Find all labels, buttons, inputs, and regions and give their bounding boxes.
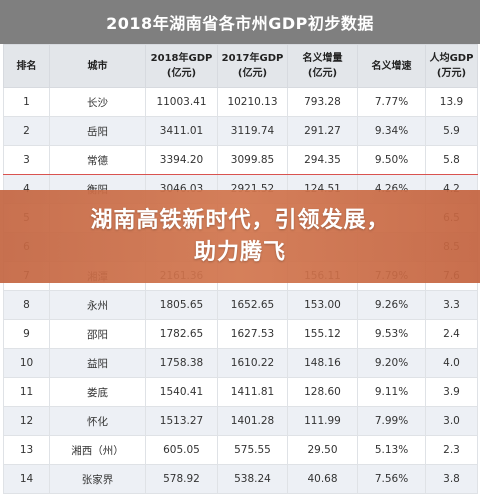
- cell-city: 益阳: [49, 348, 146, 378]
- table-row: 1 长沙 11003.41 10210.13 793.28 7.77% 13.9: [3, 87, 478, 117]
- cell-gdp-2017: 1411.81: [217, 377, 288, 407]
- cell-nominal-growth: 7.77%: [357, 87, 426, 117]
- cell-rank: 1: [3, 87, 50, 117]
- cell-city: 怀化: [49, 406, 146, 436]
- cell-nominal-increase: 291.27: [287, 116, 358, 146]
- cell-gdp-2017: 1627.53: [217, 319, 288, 349]
- cell-gdp-per-capita: 3.3: [425, 290, 478, 320]
- cell-gdp-per-capita: 3.9: [425, 377, 478, 407]
- cell-gdp-per-capita: 2.3: [425, 435, 478, 465]
- cell-gdp-per-capita: 3.0: [425, 406, 478, 436]
- cell-nominal-increase: 128.60: [287, 377, 358, 407]
- cell-gdp-2017: 10210.13: [217, 87, 288, 117]
- cell-gdp-2017: 3119.74: [217, 116, 288, 146]
- cell-nominal-growth: 9.34%: [357, 116, 426, 146]
- cell-gdp-2017: 538.24: [217, 464, 288, 494]
- cell-gdp-2017: 575.55: [217, 435, 288, 465]
- cell-nominal-increase: 148.16: [287, 348, 358, 378]
- cell-city: 邵阳: [49, 319, 146, 349]
- table-row: 3 常德 3394.20 3099.85 294.35 9.50% 5.8: [3, 145, 478, 175]
- cell-city: 永州: [49, 290, 146, 320]
- cell-city: 娄底: [49, 377, 146, 407]
- header-rank: 排名: [3, 44, 50, 88]
- cell-nominal-growth: 7.56%: [357, 464, 426, 494]
- banner-line-1: 湖南高铁新时代，引领发展，: [90, 207, 390, 233]
- header-gdp-2017: 2017年GDP (亿元): [217, 44, 288, 88]
- title-bar: 2018年湖南省各市州GDP初步数据: [0, 0, 480, 44]
- cell-city: 张家界: [49, 464, 146, 494]
- cell-gdp-per-capita: 5.8: [425, 145, 478, 175]
- cell-gdp-2017: 1401.28: [217, 406, 288, 436]
- table-row: 11 娄底 1540.41 1411.81 128.60 9.11% 3.9: [3, 377, 478, 407]
- cell-gdp-per-capita: 3.8: [425, 464, 478, 494]
- cell-gdp-2018: 11003.41: [145, 87, 218, 117]
- cell-gdp-2018: 1758.38: [145, 348, 218, 378]
- table-row: 13 湘西（州） 605.05 575.55 29.50 5.13% 2.3: [3, 435, 478, 465]
- cell-rank: 9: [3, 319, 50, 349]
- cell-gdp-2017: 3099.85: [217, 145, 288, 175]
- cell-gdp-per-capita: 5.9: [425, 116, 478, 146]
- cell-rank: 12: [3, 406, 50, 436]
- cell-nominal-increase: 111.99: [287, 406, 358, 436]
- cell-nominal-growth: 9.20%: [357, 348, 426, 378]
- banner-overlay: 湖南高铁新时代，引领发展， 助力腾飞: [0, 190, 480, 283]
- cell-nominal-increase: 294.35: [287, 145, 358, 175]
- cell-gdp-2018: 578.92: [145, 464, 218, 494]
- table-row: 14 张家界 578.92 538.24 40.68 7.56% 3.8: [3, 464, 478, 494]
- cell-gdp-per-capita: 13.9: [425, 87, 478, 117]
- cell-gdp-2018: 1513.27: [145, 406, 218, 436]
- cell-rank: 14: [3, 464, 50, 494]
- cell-city: 湘西（州）: [49, 435, 146, 465]
- cell-nominal-increase: 40.68: [287, 464, 358, 494]
- table-body: 1 长沙 11003.41 10210.13 793.28 7.77% 13.9 2 岳阳 341…: [3, 87, 478, 494]
- cell-gdp-2018: 3411.01: [145, 116, 218, 146]
- cell-nominal-increase: 153.00: [287, 290, 358, 320]
- cell-rank: 13: [3, 435, 50, 465]
- table-title: 2018年湖南省各市州GDP初步数据: [106, 14, 374, 33]
- cell-nominal-increase: 155.12: [287, 319, 358, 349]
- cell-nominal-growth: 9.50%: [357, 145, 426, 175]
- cell-nominal-increase: 793.28: [287, 87, 358, 117]
- cell-gdp-per-capita: 2.4: [425, 319, 478, 349]
- table-row: 10 益阳 1758.38 1610.22 148.16 9.20% 4.0: [3, 348, 478, 378]
- cell-gdp-2018: 1782.65: [145, 319, 218, 349]
- header-nominal-increase: 名义增量 (亿元): [287, 44, 358, 88]
- header-gdp-2018: 2018年GDP (亿元): [145, 44, 218, 88]
- cell-rank: 10: [3, 348, 50, 378]
- table-row: 2 岳阳 3411.01 3119.74 291.27 9.34% 5.9: [3, 116, 478, 146]
- table-row: 9 邵阳 1782.65 1627.53 155.12 9.53% 2.4: [3, 319, 478, 349]
- cell-gdp-2017: 1610.22: [217, 348, 288, 378]
- cell-gdp-2017: 1652.65: [217, 290, 288, 320]
- header-nominal-growth: 名义增速: [357, 44, 426, 88]
- header-gdp-per-capita: 人均GDP (万元): [425, 44, 478, 88]
- cell-nominal-growth: 5.13%: [357, 435, 426, 465]
- cell-gdp-2018: 605.05: [145, 435, 218, 465]
- cell-rank: 2: [3, 116, 50, 146]
- table-row: 8 永州 1805.65 1652.65 153.00 9.26% 3.3: [3, 290, 478, 320]
- cell-rank: 3: [3, 145, 50, 175]
- header-row: 排名 城市 2018年GDP (亿元) 2017年GDP (亿元) 名义增量 (亿元)…: [3, 44, 478, 88]
- header-city: 城市: [49, 44, 146, 88]
- cell-city: 长沙: [49, 87, 146, 117]
- cell-gdp-2018: 1805.65: [145, 290, 218, 320]
- cell-rank: 11: [3, 377, 50, 407]
- cell-rank: 8: [3, 290, 50, 320]
- cell-nominal-growth: 7.99%: [357, 406, 426, 436]
- cell-gdp-per-capita: 4.0: [425, 348, 478, 378]
- cell-nominal-growth: 9.26%: [357, 290, 426, 320]
- cell-gdp-2018: 3394.20: [145, 145, 218, 175]
- table-row: 12 怀化 1513.27 1401.28 111.99 7.99% 3.0: [3, 406, 478, 436]
- cell-nominal-growth: 9.11%: [357, 377, 426, 407]
- cell-nominal-growth: 9.53%: [357, 319, 426, 349]
- cell-gdp-2018: 1540.41: [145, 377, 218, 407]
- cell-nominal-increase: 29.50: [287, 435, 358, 465]
- cell-city: 常德: [49, 145, 146, 175]
- cell-city: 岳阳: [49, 116, 146, 146]
- banner-line-2: 助力腾飞: [193, 239, 286, 265]
